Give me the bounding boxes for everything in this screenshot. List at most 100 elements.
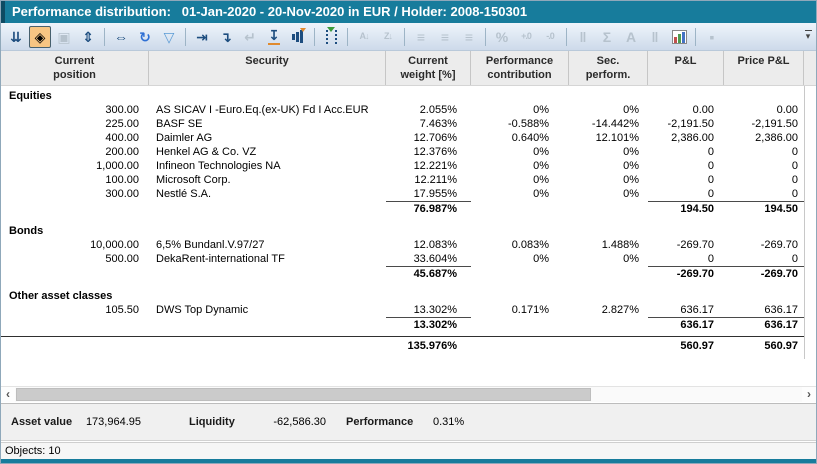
security-row[interactable]: 300.00 Nestlé S.A. 17.955% 0% 0% 0 0 [1,187,804,201]
cell-security: DWS Top Dynamic [156,304,249,316]
cell-price_pnl: 0.00 [776,104,798,116]
security-row[interactable]: 225.00 BASF SE 7.463% -0.588% -14.442% -2,191… [1,117,804,131]
cell-price_pnl: 0 [791,160,798,172]
subtotal-weight: 45.687% [386,266,471,280]
column-header-label: Sec. [596,55,620,67]
cell-sec_perform: 12.101% [595,132,639,144]
column-header-price_pnl[interactable]: Price P&L [724,51,804,85]
import-values-icon[interactable]: ↧ [268,27,280,45]
subtotal-contribution [471,266,569,280]
cell-price_pnl: -269.70 [760,239,798,251]
subtotal-sec_perform [569,266,648,280]
section-header-row[interactable]: Equities [1,89,804,103]
security-row[interactable]: 1,000.00 Infineon Technologies NA 12.221% 0… [1,159,804,173]
security-row[interactable]: 500.00 DekaRent-international TF 33.604% 0%… [1,252,804,266]
liquidity-value: -62,586.30 [273,416,326,428]
subtotal-row[interactable]: 13.302% 636.17 636.17 [1,317,804,331]
cell-contribution: 0% [533,188,549,200]
column-header-label: Price P&L [737,55,790,67]
chart-icon[interactable] [668,26,690,48]
update-chart-icon[interactable] [287,26,309,48]
cell-weight: 12.211% [414,174,457,186]
cell-security: Daimler AG [156,132,213,144]
subtotal-row[interactable]: 45.687% -269.70 -269.70 [1,266,804,280]
insert-column-icon[interactable]: ⇥ [196,28,208,45]
cell-pnl: 0 [707,174,714,186]
column-header-position[interactable]: Current position [1,51,149,85]
cell-sec_perform: 0% [623,104,639,116]
sort-descending-icon: Z↓ [384,31,393,41]
scrollbar-thumb[interactable] [16,388,591,401]
column-select-icon[interactable] [320,26,342,48]
cell-pnl: -2,191.50 [667,118,714,130]
total-price_pnl: 560.97 [764,340,798,352]
fit-height-icon[interactable]: ⇕ [82,28,94,45]
liquidity-label: Liquidity [189,416,235,428]
table-body: Equities 300.00 AS SICAV I -Euro.Eq.(ex-UK… [1,86,804,386]
security-row[interactable]: 10,000.00 6,5% Bundanl.V.97/27 12.083% 0.08… [1,238,804,252]
subtotal-contribution [471,201,569,215]
total-security [149,339,386,355]
section-label: Bonds [9,225,44,237]
cell-sec_perform: 0% [623,160,639,172]
toolbar-overflow-icon[interactable]: ▾ [804,30,812,41]
cell-security: Nestlé S.A. [156,188,212,200]
cell-contribution: 0% [533,160,549,172]
cell-contribution: 0.083% [511,239,549,251]
total-sec_perform [569,339,648,355]
cell-weight: 2.055% [419,104,457,116]
cell-sec_perform: 0% [623,188,639,200]
scroll-right-icon[interactable]: › [802,387,816,402]
cell-price_pnl: 636.17 [764,304,798,316]
cell-pnl: 0 [707,188,714,200]
cell-weight: 13.302% [413,304,457,316]
total-weight: 135.976% [407,340,457,352]
asset-value: 173,964.95 [85,416,141,428]
security-row[interactable]: 200.00 Henkel AG & Co. VZ 12.376% 0% 0% 0 0 [1,145,804,159]
column-header-contribution[interactable]: Performance contribution [471,51,569,85]
subtotal-sec_perform [569,317,648,331]
security-row[interactable]: 100.00 Microsoft Corp. 12.211% 0% 0% 0 0 [1,173,804,187]
refresh-icon[interactable]: ↻ [139,28,151,45]
cell-price_pnl: 0 [791,146,798,158]
toolbar-separator [314,27,315,46]
column-header-security[interactable]: Security [149,51,386,85]
insert-row-icon[interactable]: ↴ [220,28,232,45]
security-row[interactable]: 300.00 AS SICAV I -Euro.Eq.(ex-UK) Fd I A… [1,103,804,117]
cell-weight: 12.221% [413,160,457,172]
fit-to-window-icon[interactable]: ◈ [29,25,51,48]
subtotal-position [1,317,149,331]
subtotal-sec_perform [569,201,648,215]
cell-contribution: 0% [533,174,549,186]
fit-width-icon[interactable]: ⇔ [114,28,128,45]
summary-bar: Asset value 173,964.95 Liquidity -62,586… [1,403,816,441]
cell-price_pnl: -2,191.50 [751,118,798,130]
security-row[interactable]: 105.50 DWS Top Dynamic 13.302% 0.171% 2.827%… [1,303,804,317]
column-header-weight[interactable]: Current weight [%] [386,51,471,85]
status-bar: Objects: 10 [1,442,816,459]
scroll-left-icon[interactable]: ‹ [1,387,15,402]
section-label: Other asset classes [9,290,113,302]
undo-icon: ↵ [244,28,256,45]
subtotal-position [1,201,149,215]
column-header-pnl[interactable]: P&L [648,51,724,85]
subtotal-security [149,201,386,215]
filter-icon[interactable]: ▽ [163,28,175,45]
grand-total-row[interactable]: 135.976% 560.97 560.97 [1,336,804,355]
total-position [1,339,149,355]
horizontal-scrollbar[interactable]: ‹ › [1,386,816,402]
section-header-row[interactable]: Bonds [1,224,804,238]
cell-security: Henkel AG & Co. VZ [156,146,257,158]
cell-position: 1,000.00 [96,160,139,172]
cell-pnl: 2,386.00 [671,132,714,144]
column-header-sec_perform[interactable]: Sec. perform. [569,51,648,85]
table-header: Current position Security Current weight [%]… [1,51,816,86]
subtotal-row[interactable]: 76.987% 194.50 194.50 [1,201,804,215]
cell-pnl: 0.00 [692,104,714,116]
cell-position: 300.00 [105,188,139,200]
security-row[interactable]: 400.00 Daimler AG 12.706% 0.640% 12.101% 2,38… [1,131,804,145]
section-header-row[interactable]: Other asset classes [1,289,804,303]
objects-count: Objects: 10 [5,445,61,457]
collapse-tree-icon[interactable]: ⇊ [10,28,22,45]
